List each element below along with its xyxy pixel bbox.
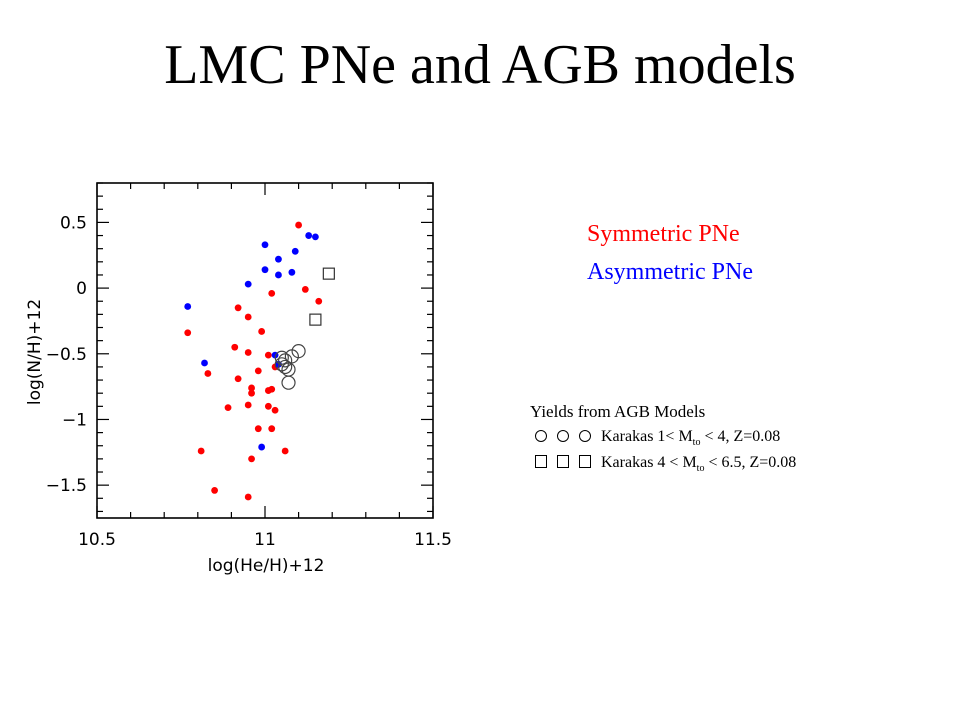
models-note-line-1: Karakas 1< Mto < 4, Z=0.08 xyxy=(535,427,780,453)
data-point xyxy=(258,328,266,335)
data-point xyxy=(254,367,262,375)
data-point xyxy=(244,280,252,288)
data-point xyxy=(234,375,242,383)
slide-title: LMC PNe and AGB models xyxy=(164,34,796,96)
data-point xyxy=(295,221,302,229)
models-note-line-2-tail: < 6.5, Z=0.08 xyxy=(704,454,797,471)
data-point xyxy=(197,447,205,455)
data-point xyxy=(291,247,299,255)
x-tick-label: 11 xyxy=(254,530,276,550)
data-point xyxy=(268,289,276,297)
axis-tick-labels: 10.5 11 11.5 0.5 0 −0.5 −1 −1.5 xyxy=(46,213,452,550)
series-3 xyxy=(309,267,335,326)
data-point xyxy=(268,385,276,393)
models-note-line-2-text: Karakas 4 < M xyxy=(601,454,697,471)
x-tick-label: 10.5 xyxy=(78,530,116,550)
model-point xyxy=(278,359,293,375)
models-note-line-2: Karakas 4 < Mto < 6.5, Z=0.08 xyxy=(535,453,796,479)
y-tick-label: 0 xyxy=(76,279,87,299)
models-note-line-2-sub: to xyxy=(696,463,705,475)
data-point xyxy=(224,404,232,412)
models-note-line-1-tail: < 4, Z=0.08 xyxy=(700,428,781,445)
y-axis-label: log(N/H)+12 xyxy=(25,299,45,405)
series-1 xyxy=(184,232,319,451)
plot-frame xyxy=(96,182,434,519)
data-point xyxy=(305,232,313,239)
data-point xyxy=(288,268,296,276)
model-point xyxy=(322,267,335,280)
data-point xyxy=(231,343,239,351)
legend-asymmetric: Asymmetric PNe xyxy=(587,259,753,285)
data-point xyxy=(201,359,208,367)
x-tick-label: 11.5 xyxy=(414,530,452,550)
data-point xyxy=(244,401,252,409)
models-note-title: Yields from AGB Models xyxy=(530,402,706,421)
data-point xyxy=(261,266,269,274)
open-square-icon xyxy=(557,455,569,468)
model-point xyxy=(274,357,289,372)
data-point xyxy=(248,384,255,392)
y-tick-label: 0.5 xyxy=(60,213,87,233)
data-point xyxy=(244,313,252,321)
open-circle-icon xyxy=(535,430,547,442)
data-point xyxy=(248,389,255,397)
data-point xyxy=(204,370,212,377)
data-point xyxy=(254,425,262,433)
model-point xyxy=(274,350,289,365)
data-point xyxy=(275,255,282,263)
data-marks xyxy=(184,221,335,501)
model-point xyxy=(284,349,299,364)
open-square-icon xyxy=(579,455,591,468)
data-point xyxy=(248,455,255,463)
data-point xyxy=(184,303,192,310)
axis-ticks xyxy=(96,182,434,518)
y-tick-label: −0.5 xyxy=(46,345,87,365)
data-point xyxy=(271,406,279,414)
model-point xyxy=(278,353,293,368)
data-point xyxy=(268,425,276,433)
open-circle-icon xyxy=(557,430,569,442)
data-point xyxy=(234,304,242,312)
series-0 xyxy=(184,221,323,501)
data-point xyxy=(211,487,219,494)
data-point xyxy=(275,271,282,279)
series-2 xyxy=(274,344,306,390)
model-point xyxy=(281,375,296,390)
y-tick-label: −1.5 xyxy=(46,476,87,496)
data-point xyxy=(244,349,252,356)
data-point xyxy=(261,241,269,249)
data-point xyxy=(264,402,272,410)
model-point xyxy=(309,313,322,326)
open-square-icon xyxy=(535,455,547,468)
data-point xyxy=(258,443,266,451)
data-point xyxy=(281,447,289,455)
data-point xyxy=(301,286,309,293)
legend-symmetric: Symmetric PNe xyxy=(587,221,740,247)
data-point xyxy=(312,233,319,241)
data-point xyxy=(244,493,252,501)
y-tick-label: −1 xyxy=(62,410,87,430)
models-note-line-1-text: Karakas 1< M xyxy=(601,428,693,445)
open-circle-icon xyxy=(579,430,591,442)
data-point xyxy=(315,297,323,305)
x-axis-label: log(He/H)+12 xyxy=(208,556,325,576)
data-point xyxy=(184,329,192,337)
data-point xyxy=(264,351,272,359)
models-note-line-1-sub: to xyxy=(692,437,701,449)
